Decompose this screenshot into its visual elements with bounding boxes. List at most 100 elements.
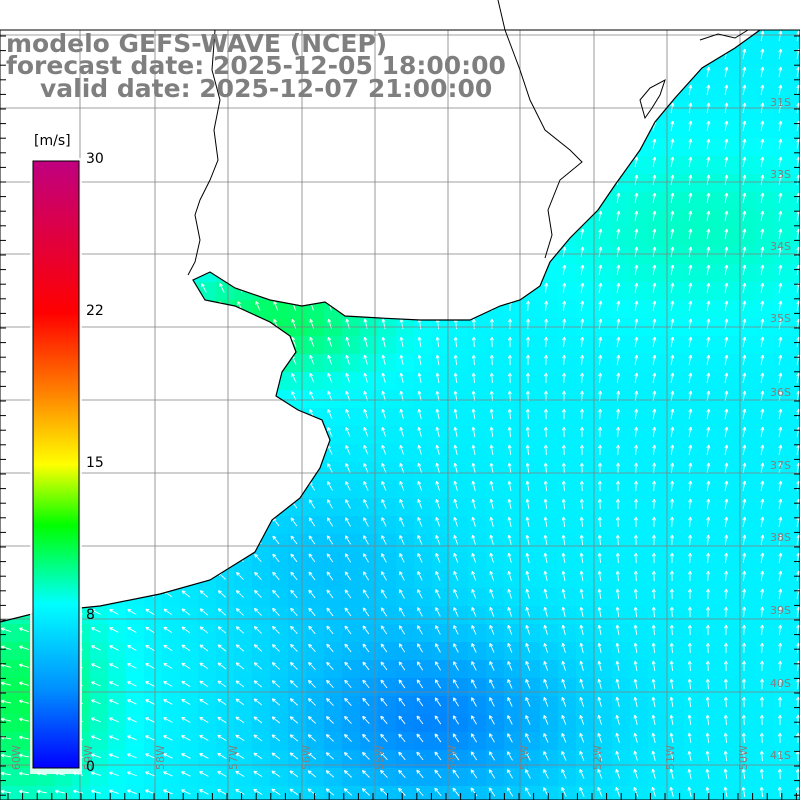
- wind-speed-cell: [774, 732, 793, 751]
- wind-speed-cell: [342, 444, 361, 463]
- wind-speed-cell: [396, 516, 415, 535]
- wind-speed-cell: [756, 336, 775, 355]
- wind-speed-cell: [720, 750, 739, 769]
- wind-speed-cell: [144, 696, 163, 715]
- wind-speed-cell: [342, 390, 361, 409]
- wind-speed-cell: [756, 714, 775, 733]
- wind-speed-cell: [558, 264, 577, 283]
- wind-speed-cell: [774, 282, 793, 301]
- wind-speed-cell: [396, 624, 415, 643]
- wind-speed-cell: [612, 408, 631, 427]
- wind-speed-cell: [720, 66, 739, 85]
- wind-speed-cell: [702, 696, 721, 715]
- wind-speed-cell: [450, 552, 469, 571]
- wind-speed-cell: [684, 570, 703, 589]
- wind-speed-cell: [576, 642, 595, 661]
- wind-speed-cell: [360, 480, 379, 499]
- wind-speed-cell: [684, 642, 703, 661]
- wind-speed-cell: [720, 588, 739, 607]
- wind-speed-cell: [342, 408, 361, 427]
- wind-speed-cell: [756, 354, 775, 373]
- wind-speed-cell: [666, 480, 685, 499]
- wind-speed-cell: [540, 354, 559, 373]
- wind-speed-cell: [486, 624, 505, 643]
- lat-label: 39S: [770, 604, 791, 617]
- wind-speed-cell: [720, 156, 739, 175]
- colorbar-unit: [m/s]: [34, 134, 71, 148]
- wind-speed-cell: [648, 426, 667, 445]
- wind-speed-cell: [612, 444, 631, 463]
- wind-speed-cell: [468, 732, 487, 751]
- wind-speed-cell: [630, 426, 649, 445]
- wind-speed-cell: [450, 462, 469, 481]
- wind-speed-cell: [648, 714, 667, 733]
- wind-speed-cell: [666, 516, 685, 535]
- wind-speed-cell: [630, 786, 649, 800]
- wind-speed-cell: [720, 426, 739, 445]
- wind-speed-cell: [666, 372, 685, 391]
- wind-speed-cell: [648, 390, 667, 409]
- wind-speed-cell: [666, 660, 685, 679]
- wind-speed-cell: [702, 120, 721, 139]
- wind-speed-cell: [324, 408, 343, 427]
- wind-speed-cell: [648, 570, 667, 589]
- wind-speed-cell: [738, 444, 757, 463]
- wind-speed-cell: [576, 678, 595, 697]
- wind-speed-cell: [486, 732, 505, 751]
- wind-speed-cell: [414, 408, 433, 427]
- wind-speed-cell: [558, 372, 577, 391]
- wind-speed-cell: [306, 498, 325, 517]
- wind-speed-cell: [558, 282, 577, 301]
- wind-speed-cell: [576, 300, 595, 319]
- wind-speed-cell: [522, 606, 541, 625]
- wind-speed-cell: [666, 228, 685, 247]
- wind-speed-cell: [720, 678, 739, 697]
- wind-speed-cell: [774, 192, 793, 211]
- lon-label: 53W: [518, 745, 531, 770]
- wind-speed-cell: [486, 462, 505, 481]
- wind-speed-cell: [630, 678, 649, 697]
- wind-speed-cell: [126, 714, 145, 733]
- wind-speed-cell: [738, 696, 757, 715]
- wind-speed-cell: [576, 480, 595, 499]
- wind-speed-cell: [360, 552, 379, 571]
- wind-speed-cell: [666, 210, 685, 229]
- wind-speed-cell: [684, 516, 703, 535]
- wind-speed-cell: [738, 786, 757, 800]
- wind-speed-cell: [540, 408, 559, 427]
- wind-speed-cell: [522, 642, 541, 661]
- wind-speed-cell: [702, 300, 721, 319]
- wind-speed-cell: [702, 606, 721, 625]
- wind-speed-cell: [306, 354, 325, 373]
- wind-speed-cell: [378, 480, 397, 499]
- wind-speed-cell: [738, 372, 757, 391]
- wind-speed-cell: [414, 462, 433, 481]
- wind-speed-cell: [594, 462, 613, 481]
- wind-speed-cell: [324, 372, 343, 391]
- wind-speed-cell: [684, 174, 703, 193]
- wind-speed-cell: [126, 624, 145, 643]
- wind-speed-cell: [414, 372, 433, 391]
- wind-speed-cell: [522, 678, 541, 697]
- wind-speed-cell: [468, 588, 487, 607]
- wind-speed-cell: [756, 408, 775, 427]
- wind-speed-cell: [774, 426, 793, 445]
- wind-speed-cell: [468, 390, 487, 409]
- wind-speed-cell: [342, 498, 361, 517]
- wind-speed-cell: [774, 786, 793, 800]
- wind-speed-cell: [558, 606, 577, 625]
- wind-speed-cell: [576, 246, 595, 265]
- wind-speed-cell: [648, 174, 667, 193]
- wind-speed-cell: [666, 138, 685, 157]
- wind-speed-cell: [594, 210, 613, 229]
- wind-speed-cell: [468, 516, 487, 535]
- wind-speed-cell: [648, 210, 667, 229]
- wind-speed-cell: [612, 750, 631, 769]
- wind-speed-cell: [612, 372, 631, 391]
- wind-speed-cell: [630, 336, 649, 355]
- wind-speed-cell: [720, 444, 739, 463]
- wind-speed-cell: [396, 390, 415, 409]
- wind-speed-cell: [756, 66, 775, 85]
- wind-speed-cell: [648, 624, 667, 643]
- wind-speed-cell: [378, 624, 397, 643]
